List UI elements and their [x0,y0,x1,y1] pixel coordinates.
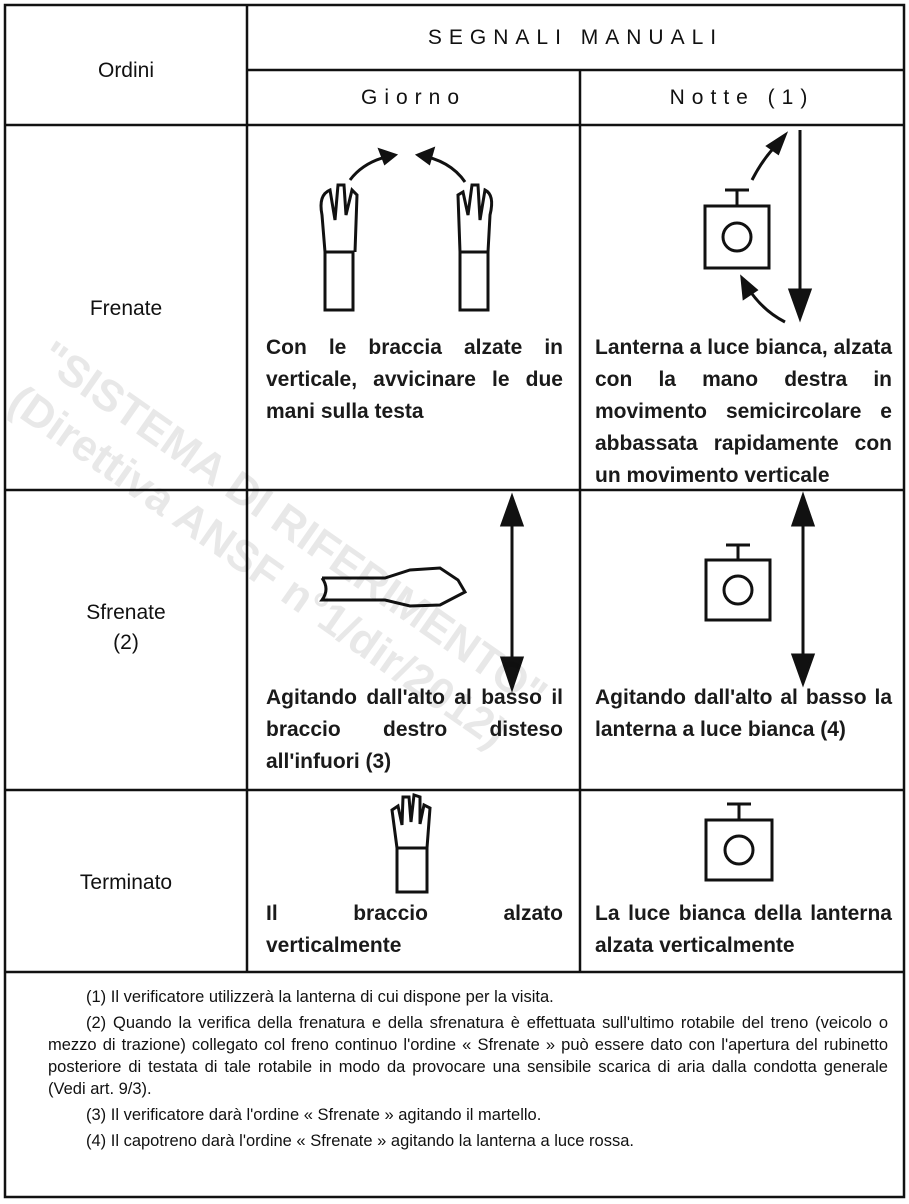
order-line: Frenate [89,297,163,320]
order-line: Terminato [79,871,173,894]
hands-icon [319,146,494,312]
arm-icon [319,492,525,693]
lantern-icon [704,491,816,688]
footnote: (3) Il verificatore darà l'ordine « Sfre… [86,1106,542,1124]
footnote: (1) Il verificatore utilizzerà la lanter… [86,988,554,1006]
footnote: (4) Il capotreno darà l'ordine « Sfrenat… [86,1132,634,1150]
hand-icon [390,792,432,894]
lantern-icon [703,130,813,324]
day-text: Il braccio alzato verticalmente [266,902,563,957]
day-text: Agitando dall'alto al basso il braccio d… [266,686,563,773]
footnote: (2) Quando la verifica della frenatura e… [48,1014,888,1098]
night-text: Agitando dall'alto al basso la lanterna … [595,686,892,741]
lantern-icon [704,802,774,882]
header-orders: Ordini [97,59,155,82]
header-day: Giorno [360,86,467,109]
order-line: (2) [113,631,139,654]
row-order: Terminato [5,868,247,898]
night-text: Lanterna a luce bianca, alzata con la ma… [595,336,892,487]
row-order: Frenate [5,294,247,324]
order-line: Sfrenate [86,601,166,624]
row-order: Sfrenate (2) [5,598,247,658]
night-text: La luce bianca della lanterna alzata ver… [595,902,892,957]
header-signals: SEGNALI MANUALI [427,26,724,49]
footnotes: (1) Il verificatore utilizzerà la lanter… [48,986,888,1156]
header-night: Notte (1) [669,86,815,109]
day-text: Con le braccia alzate in verticale, avvi… [266,336,563,423]
